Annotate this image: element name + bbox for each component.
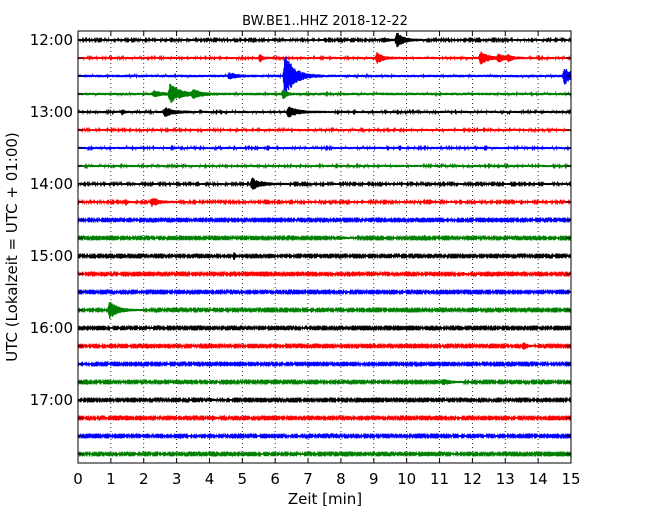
trace-1530 [77,288,572,296]
trace-1400 [77,177,572,190]
trace-1415 [77,198,572,207]
trace-1700 [77,396,572,404]
x-tick-label: 14 [529,470,548,488]
trace-1300 [77,106,572,118]
x-tick-label: 7 [303,470,313,488]
trace-1615 [77,342,572,350]
x-tick-label: 6 [270,470,280,488]
x-tick-label: 12 [463,470,482,488]
x-tick-label: 5 [238,470,248,488]
trace-1200 [77,32,572,48]
trace-1515 [77,270,572,278]
y-tick-label: 13:00 [30,103,73,121]
x-tick-label: 1 [106,470,116,488]
trace-1630 [77,360,572,368]
x-tick-label: 0 [73,470,83,488]
trace-1430 [77,216,572,224]
x-tick-label: 11 [430,470,449,488]
x-axis-label: Zeit [min] [288,490,362,508]
chart-title: BW.BE1..HHZ 2018-12-22 [242,14,408,29]
trace-1245 [77,83,572,103]
x-tick-label: 13 [496,470,515,488]
x-tick-label: 15 [561,470,580,488]
y-tick-label: 12:00 [30,31,73,49]
y-tick-label: 17:00 [30,391,73,409]
trace-1600 [77,324,572,332]
trace-1345 [77,162,572,170]
trace-group [77,32,572,458]
x-tick-label: 8 [336,470,346,488]
x-tick-label: 4 [205,470,215,488]
x-axis-ticks: 0 1 2 3 4 5 6 7 8 9 10 11 12 13 14 15 [73,31,581,488]
trace-1330 [77,144,572,152]
trace-1745 [77,450,572,458]
trace-1730 [77,432,572,440]
trace-1445 [77,234,572,242]
trace-1215 [77,51,572,65]
trace-1645 [77,378,572,386]
trace-1715 [77,414,572,422]
x-tick-label: 2 [139,470,149,488]
grid-lines [110,31,539,463]
plot-frame [77,30,572,464]
y-tick-label: 14:00 [30,175,73,193]
y-tick-label: 15:00 [30,247,73,265]
y-axis-ticks: 12:00 13:00 14:00 15:00 16:00 17:00 [30,31,571,455]
y-axis-label: UTC (Lokalzeit = UTC + 01:00) [3,132,21,362]
x-tick-label: 3 [172,470,182,488]
trace-1500 [77,252,572,261]
trace-1230 [77,56,572,96]
trace-1545 [77,302,572,319]
x-tick-label: 9 [369,470,379,488]
y-tick-label: 16:00 [30,319,73,337]
x-tick-label: 10 [397,470,416,488]
trace-1315 [77,126,572,134]
